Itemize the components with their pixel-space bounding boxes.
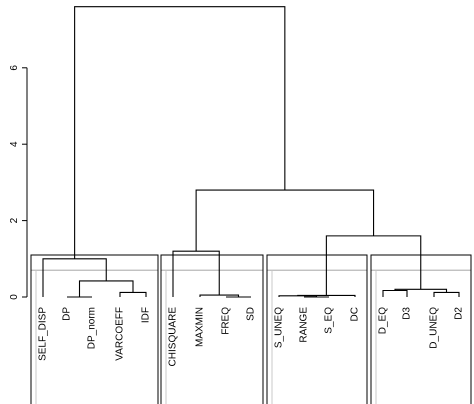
leaf-label: S_EQ bbox=[324, 307, 335, 334]
leaf-label: VARCOEFF bbox=[115, 307, 126, 361]
leaf-label: SD bbox=[246, 307, 257, 321]
leaf-label: D3 bbox=[402, 307, 413, 320]
y-tick-label: 4 bbox=[9, 141, 20, 147]
y-tick-label: 0 bbox=[9, 294, 20, 300]
leaf-label: S_UNEQ bbox=[274, 307, 285, 348]
cluster-box bbox=[266, 254, 368, 404]
y-axis: 0 2 4 6 bbox=[9, 65, 28, 300]
y-tick-label: 2 bbox=[9, 217, 20, 223]
leaf-label: DP_norm bbox=[87, 307, 98, 349]
dendrogram-link bbox=[42, 258, 107, 297]
dendrogram-link bbox=[172, 250, 220, 297]
dendrogram-link bbox=[78, 280, 134, 297]
leaf-label: D2 bbox=[454, 307, 465, 320]
leaf-label: D_EQ bbox=[378, 307, 389, 334]
leaf-label: SELF_DISP bbox=[38, 307, 49, 361]
dendrogram-link bbox=[325, 235, 422, 296]
leaf-label: FREQ bbox=[221, 307, 232, 335]
leaf-label: CHISQUARE bbox=[168, 307, 179, 367]
cluster-box bbox=[160, 254, 264, 404]
dendrogram-link bbox=[195, 189, 375, 252]
leaf-label: IDF bbox=[141, 307, 152, 323]
cluster-box bbox=[30, 254, 159, 404]
dendrogram-link bbox=[74, 6, 286, 259]
leaf-label: MAXMIN bbox=[195, 307, 206, 347]
dendrogram-link bbox=[433, 291, 460, 297]
cluster-boxes bbox=[30, 254, 472, 404]
leaf-label: DP bbox=[62, 307, 73, 321]
y-tick-label: 6 bbox=[9, 65, 20, 71]
dendrogram-link bbox=[119, 291, 147, 297]
leaf-label: DC bbox=[350, 307, 361, 321]
dendrogram-link bbox=[382, 289, 408, 297]
leaf-label: RANGE bbox=[299, 307, 310, 343]
leaf-label: D_UNEQ bbox=[429, 307, 440, 349]
leaf-labels: SELF_DISP DP DP_norm VARCOEFF IDF CHISQUARE MA… bbox=[38, 307, 465, 367]
dendrogram-branches bbox=[42, 6, 460, 298]
